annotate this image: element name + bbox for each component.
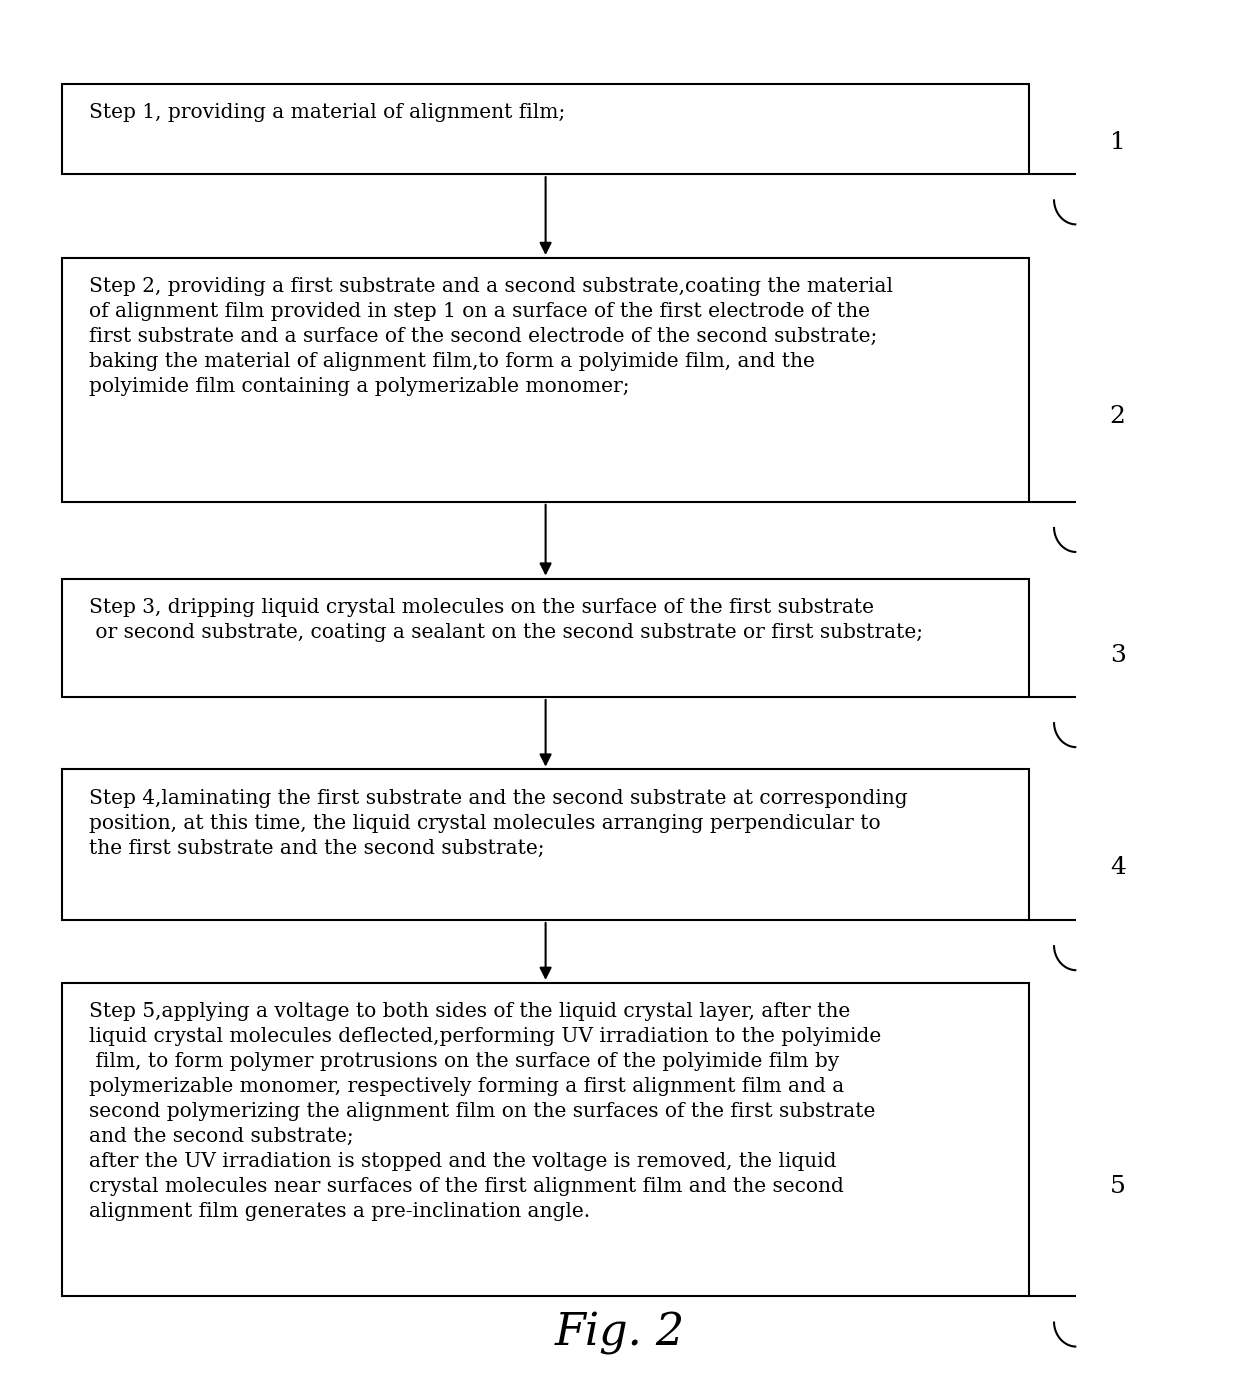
Bar [62,84,1029,174]
Text: Step 4,laminating the first substrate and the second substrate at corresponding
: Step 4,laminating the first substrate an… [89,789,908,857]
Text: Step 5,applying a voltage to both sides of the liquid crystal layer, after the
l: Step 5,applying a voltage to both sides … [89,1002,882,1221]
Text: Step 2, providing a first substrate and a second substrate,coating the material
: Step 2, providing a first substrate and … [89,277,893,396]
Bar [62,983,1029,1296]
Text: Step 1, providing a material of alignment film;: Step 1, providing a material of alignmen… [89,103,565,123]
Text: 1: 1 [1110,131,1126,153]
Text: Fig. 2: Fig. 2 [554,1312,686,1355]
Text: 2: 2 [1110,406,1126,428]
Bar [62,579,1029,697]
Bar [62,769,1029,920]
Text: 4: 4 [1110,856,1126,878]
Text: 3: 3 [1110,644,1126,666]
Text: 5: 5 [1110,1175,1126,1197]
Bar [62,258,1029,502]
Text: Step 3, dripping liquid crystal molecules on the surface of the first substrate
: Step 3, dripping liquid crystal molecule… [89,598,924,643]
